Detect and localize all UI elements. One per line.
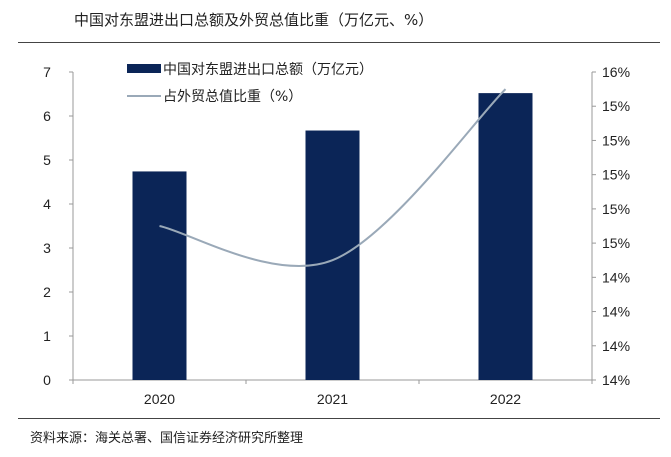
left-tick-label: 5: [43, 152, 51, 168]
right-tick-label: 14%: [602, 338, 630, 354]
top-divider: [18, 42, 660, 43]
left-tick-label: 0: [43, 372, 51, 388]
right-tick-label: 15%: [602, 167, 630, 183]
right-tick-label: 14%: [602, 269, 630, 285]
legend-label-line: 占外贸总值比重（%）: [163, 89, 302, 105]
source-note: 资料来源：海关总署、国信证券经济研究所整理: [30, 431, 304, 446]
chart-title: 中国对东盟进出口总额及外贸总值比重（万亿元、%）: [74, 11, 434, 29]
bottom-divider: [18, 418, 660, 419]
right-tick-label: 15%: [602, 132, 630, 148]
legend-swatch-bar: [127, 64, 161, 73]
bar-2021: [305, 130, 360, 380]
left-tick-label: 7: [43, 64, 51, 80]
left-tick-label: 2: [43, 284, 51, 300]
left-tick-label: 6: [43, 108, 51, 124]
bar-2020: [132, 171, 187, 380]
legend-label-bar: 中国对东盟进出口总额（万亿元）: [163, 62, 373, 78]
right-tick-label: 15%: [602, 201, 630, 217]
x-tick-label: 2020: [144, 391, 175, 407]
x-tick-label: 2021: [317, 391, 348, 407]
right-tick-label: 16%: [602, 64, 630, 80]
bar-2022: [478, 93, 533, 381]
right-tick-label: 14%: [602, 372, 630, 388]
right-tick-label: 14%: [602, 304, 630, 320]
left-tick-label: 1: [43, 328, 51, 344]
right-tick-label: 15%: [602, 235, 630, 251]
x-tick-label: 2022: [490, 391, 521, 407]
line-series-share: [159, 88, 507, 267]
left-tick-label: 3: [43, 240, 51, 256]
right-tick-label: 15%: [602, 98, 630, 114]
left-tick-label: 4: [43, 196, 51, 212]
